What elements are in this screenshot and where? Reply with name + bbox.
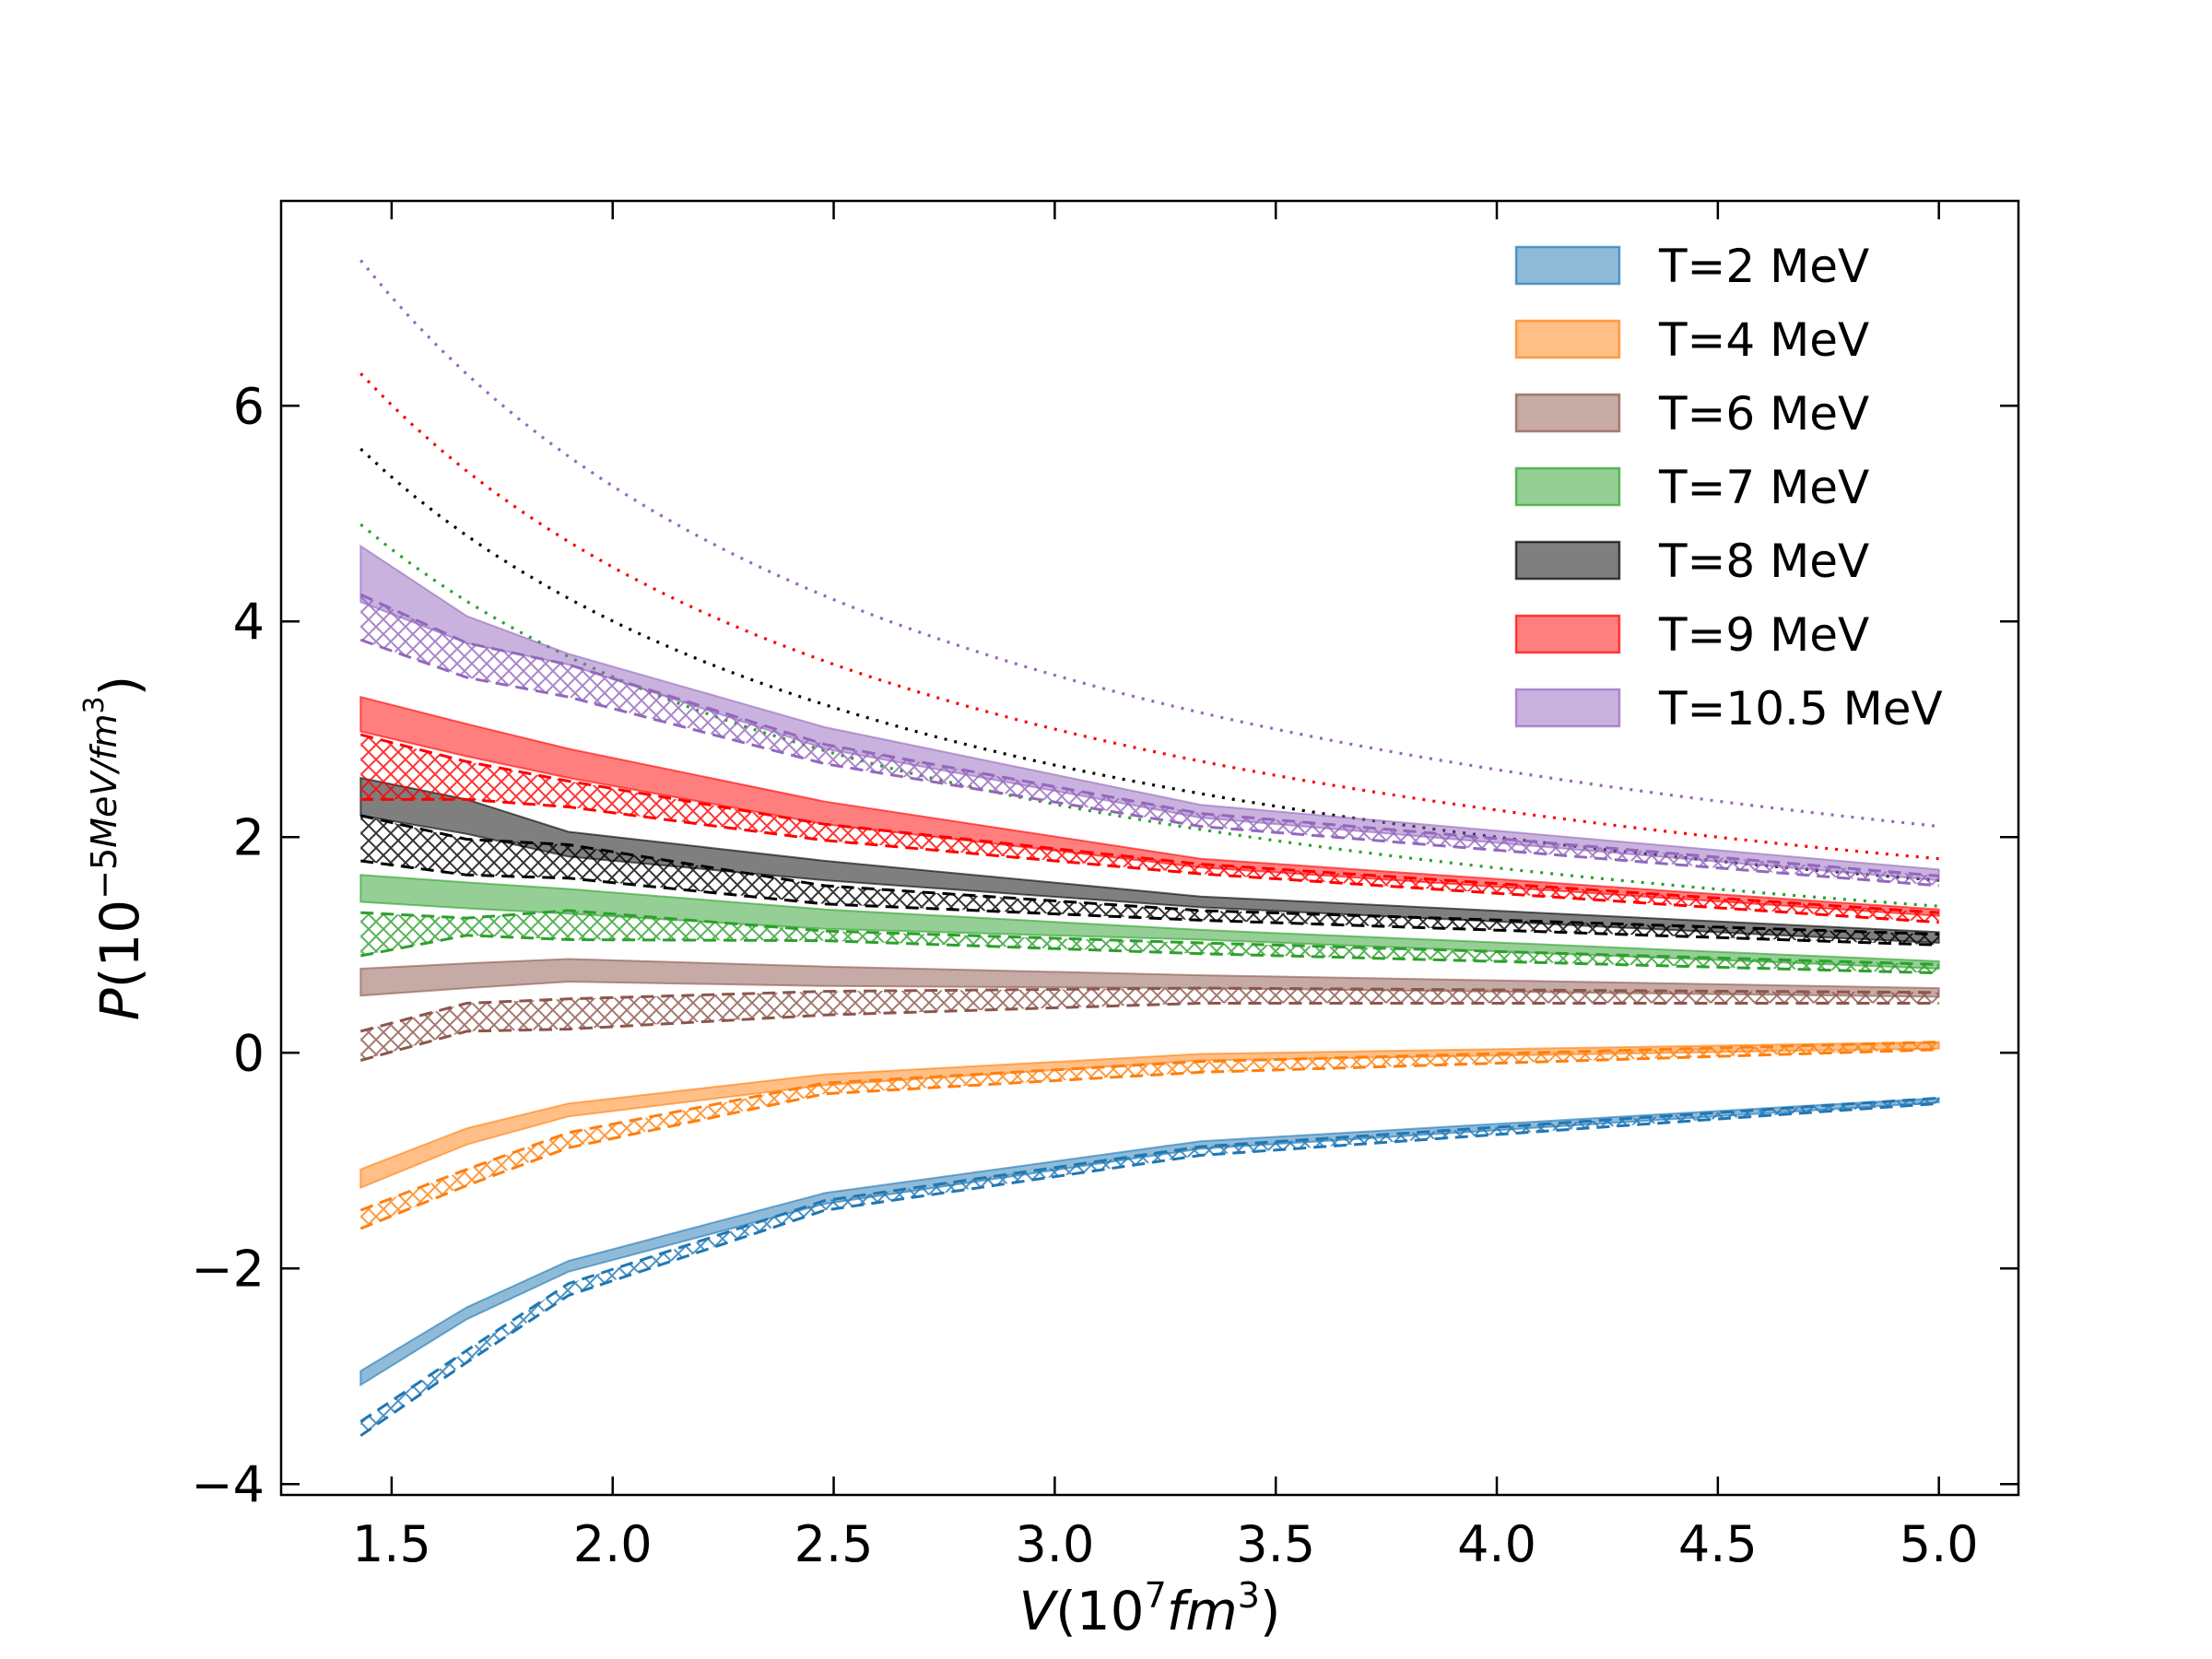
y-tick-label: 0: [233, 1024, 265, 1082]
dotted-curve-t-9-mev: [359, 372, 1939, 861]
legend-swatch: [1514, 319, 1621, 359]
hatched-upper-line-t-9-mev: [359, 733, 1939, 914]
dotted-curve-t-7-mev: [359, 523, 1939, 908]
x-tick-label: 3.5: [1236, 1515, 1315, 1573]
legend-label: T=6 MeV: [1658, 387, 1869, 441]
hatched-upper-line-t-7-mev: [360, 909, 1939, 966]
legend-label: T=8 MeV: [1658, 535, 1869, 588]
plot-frame: [279, 199, 2020, 1497]
hatched-lower-line-t-4-mev: [359, 1048, 1939, 1230]
legend-label: T=7 MeV: [1658, 461, 1869, 514]
series-t-2-mev: [359, 1096, 1940, 1437]
y-tick-label: −2: [191, 1240, 265, 1298]
legend-item-t-10-5-mev: T=10.5 MeV: [1514, 682, 1943, 735]
legend-label: T=2 MeV: [1658, 240, 1869, 293]
legend-swatch: [1514, 688, 1621, 728]
legend-label: T=4 MeV: [1658, 313, 1869, 367]
y-tick-label: −4: [191, 1455, 265, 1513]
hatched-band-t-8-mev: [360, 815, 1939, 946]
legend-swatch: [1514, 466, 1621, 507]
hatched-lower-line-t-9-mev: [360, 797, 1939, 924]
legend-swatch: [1514, 614, 1621, 654]
legend-item-t-8-mev: T=8 MeV: [1514, 535, 1869, 588]
legend-item-t-2-mev: T=2 MeV: [1514, 240, 1869, 293]
legend-item-t-7-mev: T=7 MeV: [1514, 461, 1869, 514]
hatched-lower-line-t-2-mev: [359, 1101, 1939, 1437]
legend-swatch: [1514, 540, 1621, 581]
legend-swatch: [1514, 393, 1621, 433]
series-t-9-mev: [359, 372, 1940, 924]
x-axis-label: V(107fm3): [1018, 1575, 1280, 1642]
legend-label: T=9 MeV: [1658, 608, 1869, 662]
legend: T=2 MeV T=4 MeV T=6 MeV T=7 MeV T=8 MeV T=9 M…: [1514, 240, 1943, 735]
axes: 1.5 2.0 2.5 3.0 3.5 4.0 4.5 5.0 −4 −2 0 2 4 6 V(107fm3…: [78, 199, 2020, 1642]
hatched-upper-line-t-6-mev: [359, 986, 1939, 1033]
y-tick-label: 4: [233, 593, 265, 651]
x-tick-label: 3.0: [1015, 1515, 1094, 1573]
hatched-upper-line-t-8-mev: [359, 814, 1939, 936]
hatched-upper-line-t-10-5-mev: [359, 593, 1939, 877]
hatched-lower-line-t-10-5-mev: [359, 638, 1939, 888]
series-t-4-mev: [359, 1041, 1940, 1230]
y-tick-label: 6: [233, 377, 265, 435]
hatched-upper-line-t-2-mev: [359, 1096, 1939, 1423]
legend-item-t-4-mev: T=4 MeV: [1514, 313, 1869, 367]
hatched-lower-line-t-6-mev: [359, 1002, 1939, 1062]
x-tick-label: 4.5: [1678, 1515, 1758, 1573]
series-t-6-mev: [359, 958, 1940, 1062]
y-tick-label: 2: [233, 808, 265, 866]
series-t-7-mev: [359, 523, 1940, 975]
series-t-10-5-mev: [359, 259, 1940, 888]
legend-label: T=10.5 MeV: [1658, 682, 1943, 735]
x-tick-label: 2.5: [794, 1515, 874, 1573]
legend-item-t-9-mev: T=9 MeV: [1514, 608, 1869, 662]
x-tick-label: 4.0: [1457, 1515, 1536, 1573]
y-axis-label: P(10−5MeV/fm3): [78, 676, 151, 1021]
hatched-upper-line-t-4-mev: [359, 1041, 1939, 1212]
hatched-band-t-9-mev: [360, 735, 1939, 923]
x-tick-label: 1.5: [352, 1515, 431, 1573]
legend-swatch: [1514, 245, 1621, 286]
hatched-band-t-6-mev: [360, 988, 1939, 1061]
hatched-band-t-4-mev: [360, 1041, 1939, 1229]
legend-item-t-6-mev: T=6 MeV: [1514, 387, 1869, 441]
hatched-lower-line-t-7-mev: [360, 934, 1939, 975]
plot-area: [359, 259, 1940, 1437]
x-tick-label: 5.0: [1900, 1515, 1979, 1573]
hatched-lower-line-t-8-mev: [360, 859, 1939, 947]
x-tick-label: 2.0: [573, 1515, 653, 1573]
